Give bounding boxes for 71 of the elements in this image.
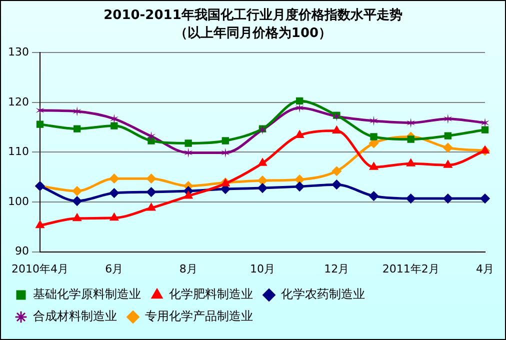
point (295, 102, 304, 113)
point (332, 180, 342, 190)
chart-title: 2010-2011年我国化工行业月度价格指数水平走势 (102, 7, 404, 25)
point (258, 124, 267, 135)
point (36, 105, 44, 116)
point (184, 140, 192, 147)
chart-subtitle: （以上年同月价格为100） (173, 25, 333, 43)
x-tick-label: 6月 (105, 262, 124, 276)
point (109, 174, 119, 184)
point (294, 182, 304, 192)
point (480, 194, 490, 204)
point (406, 158, 416, 166)
x-tick-label: 8月 (179, 262, 198, 276)
point (407, 136, 414, 143)
y-tick-label: 100 (8, 194, 29, 208)
point (332, 111, 341, 122)
point (258, 158, 267, 166)
point (444, 160, 452, 168)
point (481, 126, 489, 134)
point (369, 191, 378, 201)
x-tick-label: 4月 (476, 262, 494, 276)
point (72, 214, 82, 222)
point (480, 118, 490, 128)
point (110, 213, 118, 221)
point (148, 137, 155, 144)
x-tick-label: 12月 (324, 262, 350, 276)
point (443, 142, 453, 152)
point (74, 125, 81, 132)
point (258, 183, 268, 193)
legend-label: 化学农药制造业 (281, 287, 365, 302)
point (72, 196, 82, 206)
point (406, 194, 416, 204)
point (72, 186, 82, 196)
point (146, 187, 156, 197)
point (258, 176, 268, 186)
point (332, 166, 342, 176)
point (369, 116, 378, 126)
point (222, 137, 229, 144)
point (406, 118, 416, 128)
y-tick-label: 120 (8, 95, 29, 108)
point (444, 132, 452, 140)
point (146, 174, 156, 184)
legend-label: 合成材料制造业 (33, 309, 117, 324)
point (36, 120, 44, 128)
point (146, 131, 156, 142)
point (36, 220, 44, 228)
x-tick-label: 2011年2月 (382, 262, 440, 276)
y-tick-label: 130 (8, 45, 29, 58)
legend-label: 化学肥料制造业 (169, 287, 253, 302)
point (294, 174, 304, 184)
point (184, 191, 193, 199)
point (221, 148, 230, 158)
point (110, 122, 118, 130)
point (443, 194, 453, 204)
point (110, 114, 118, 124)
point (370, 133, 378, 140)
y-tick-label: 90 (14, 244, 29, 258)
x-tick-label: 2010年4月 (11, 262, 68, 276)
point (444, 114, 452, 124)
point (332, 126, 341, 134)
y-tick-label: 110 (8, 145, 29, 158)
point (295, 130, 304, 138)
point (296, 97, 304, 104)
point (109, 188, 119, 198)
point (184, 148, 193, 158)
legend-label: 专用化学产品制造业 (145, 309, 253, 324)
legend-label: 基础化学原料制造业 (33, 287, 141, 302)
point (147, 203, 156, 211)
point (72, 106, 82, 116)
x-tick-label: 10月 (250, 262, 275, 276)
point (370, 162, 378, 170)
